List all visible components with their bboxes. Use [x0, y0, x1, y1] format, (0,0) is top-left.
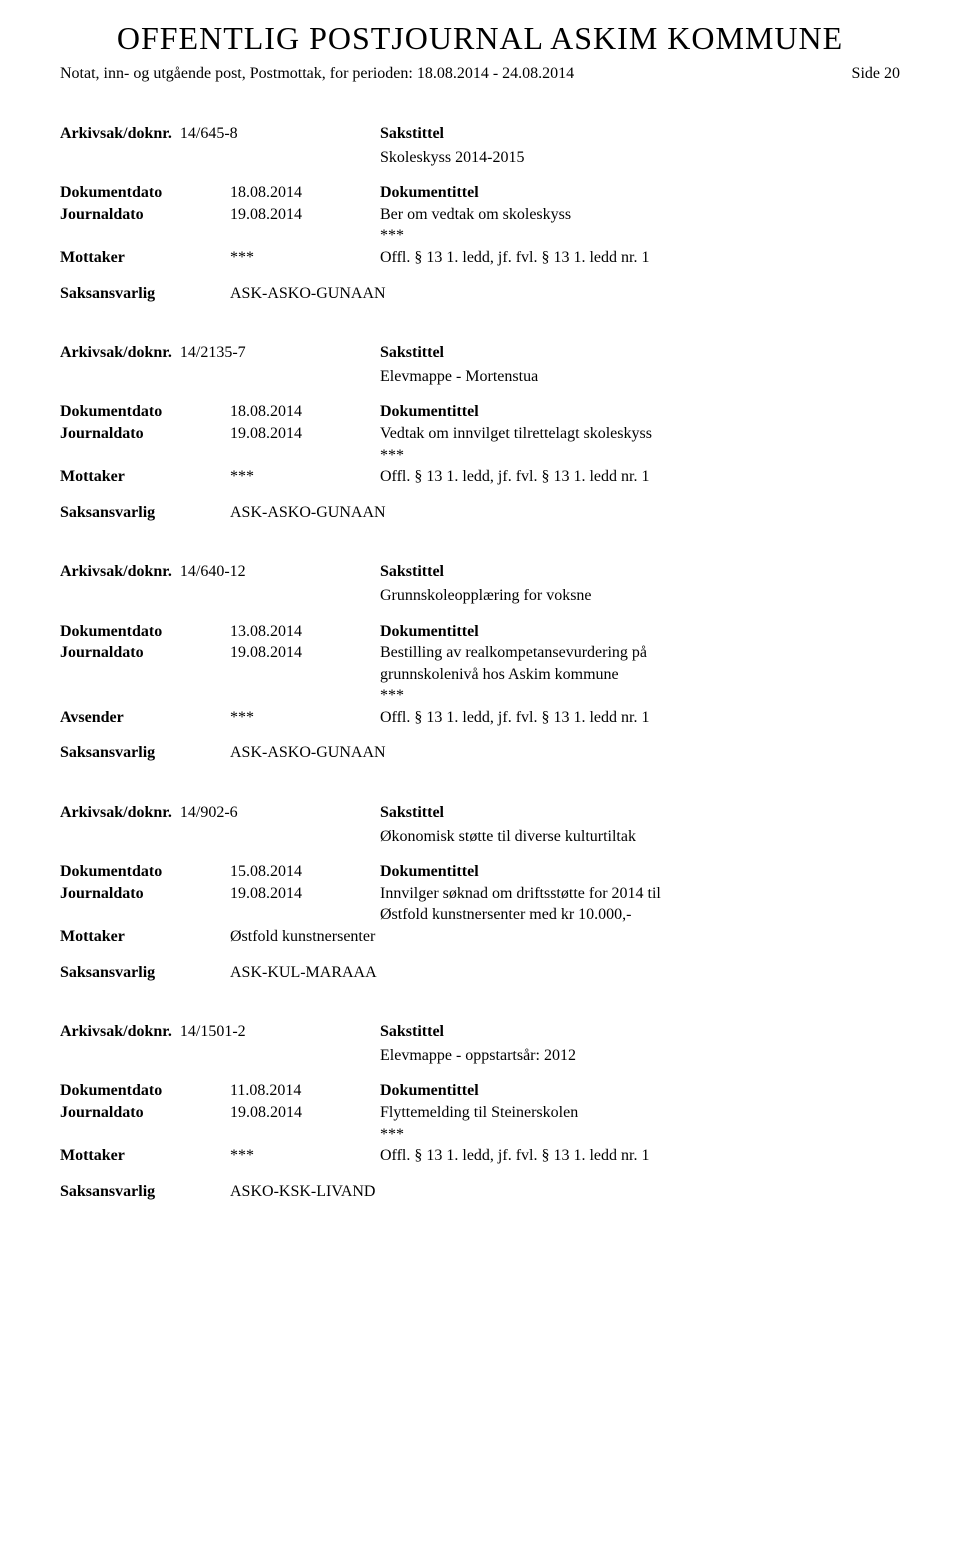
party-label: Mottaker [60, 247, 230, 269]
dokumentittel-line: Innvilger søknad om driftsstøtte for 201… [380, 883, 900, 905]
arkiv-number: 14/2135-7 [180, 344, 246, 361]
sakstittel-label: Sakstittel [380, 1021, 900, 1043]
party-note: Offl. § 13 1. ledd, jf. fvl. § 13 1. led… [380, 466, 900, 488]
saksansvarlig-label: Saksansvarlig [60, 502, 230, 524]
subtitle: Notat, inn- og utgående post, Postmottak… [60, 65, 574, 83]
journal-entry: Arkivsak/doknr. 14/2135-7 SakstittelElevm… [60, 342, 900, 523]
page-title: OFFENTLIG POSTJOURNAL ASKIM KOMMUNE [60, 20, 900, 57]
party-label: Mottaker [60, 926, 230, 948]
sakstittel-label: Sakstittel [380, 342, 900, 364]
party-label: Mottaker [60, 466, 230, 488]
sakstittel-value: Elevmappe - oppstartsår: 2012 [60, 1045, 900, 1067]
party-value: *** [230, 466, 380, 488]
arkiv-number: 14/1501-2 [180, 1023, 246, 1040]
sakstittel-label: Sakstittel [380, 123, 900, 145]
dokumentittel-line: Flyttemelding til Steinerskolen [380, 1102, 900, 1124]
saksansvarlig-label: Saksansvarlig [60, 283, 230, 305]
sub-header-row: Notat, inn- og utgående post, Postmottak… [60, 65, 900, 83]
dokumentittel-line: *** [380, 445, 900, 467]
party-note [380, 926, 900, 948]
sakstittel-label: Sakstittel [380, 561, 900, 583]
party-label: Mottaker [60, 1145, 230, 1167]
dokumentittel-line: *** [380, 225, 900, 247]
sakstittel-value: Grunnskoleopplæring for voksne [60, 585, 900, 607]
dokumentdato-label: Dokumentdato [60, 182, 230, 204]
dokumentdato-label: Dokumentdato [60, 861, 230, 883]
saksansvarlig-label: Saksansvarlig [60, 1181, 230, 1203]
dokumentittel-line: *** [380, 685, 900, 707]
party-value: *** [230, 1145, 380, 1167]
party-value: Østfold kunstnersenter [230, 926, 380, 948]
sakstittel-label: Sakstittel [380, 802, 900, 824]
dokumentittel-label: Dokumentittel [380, 621, 900, 643]
saksansvarlig-label: Saksansvarlig [60, 742, 230, 764]
sakstittel-value: Elevmappe - Mortenstua [60, 366, 900, 388]
journaldato-label: Journaldato [60, 423, 230, 445]
dokumentittel-line: Vedtak om innvilget tilrettelagt skolesk… [380, 423, 900, 445]
journaldato-value: 19.08.2014 [230, 1102, 380, 1124]
dokumentdato-label: Dokumentdato [60, 621, 230, 643]
sakstittel-value: Økonomisk støtte til diverse kulturtilta… [60, 826, 900, 848]
sakstittel-value: Skoleskyss 2014-2015 [60, 147, 900, 169]
saksansvarlig-value: ASK-KUL-MARAAA [230, 964, 377, 981]
dokumentittel-label: Dokumentittel [380, 861, 900, 883]
arkiv-label: Arkivsak/doknr. [60, 344, 172, 361]
dokumentittel-line: *** [380, 1124, 900, 1146]
journal-entry: Arkivsak/doknr. 14/902-6 SakstittelØkonom… [60, 802, 900, 983]
party-label: Avsender [60, 707, 230, 729]
saksansvarlig-value: ASK-ASKO-GUNAAN [230, 504, 386, 521]
party-note: Offl. § 13 1. ledd, jf. fvl. § 13 1. led… [380, 1145, 900, 1167]
journaldato-value: 19.08.2014 [230, 204, 380, 226]
dokumentittel-line: Bestilling av realkompetansevurdering på [380, 642, 900, 664]
journaldato-label: Journaldato [60, 883, 230, 905]
dokumentittel-label: Dokumentittel [380, 1080, 900, 1102]
dokumentittel-line: Østfold kunstnersenter med kr 10.000,- [380, 904, 900, 926]
journal-entry: Arkivsak/doknr. 14/1501-2 SakstittelElevm… [60, 1021, 900, 1202]
journal-entry: Arkivsak/doknr. 14/645-8 SakstittelSkoles… [60, 123, 900, 304]
dokumentdato-label: Dokumentdato [60, 1080, 230, 1102]
dokumentdato-value: 11.08.2014 [230, 1080, 380, 1102]
journal-entry: Arkivsak/doknr. 14/640-12 SakstittelGrunn… [60, 561, 900, 764]
dokumentdato-label: Dokumentdato [60, 401, 230, 423]
dokumentittel-line: Ber om vedtak om skoleskyss [380, 204, 900, 226]
party-note: Offl. § 13 1. ledd, jf. fvl. § 13 1. led… [380, 247, 900, 269]
saksansvarlig-value: ASK-ASKO-GUNAAN [230, 285, 386, 302]
dokumentdato-value: 13.08.2014 [230, 621, 380, 643]
arkiv-number: 14/645-8 [180, 125, 238, 142]
saksansvarlig-label: Saksansvarlig [60, 962, 230, 984]
journaldato-label: Journaldato [60, 204, 230, 226]
side-label: Side 20 [852, 65, 900, 83]
saksansvarlig-value: ASKO-KSK-LIVAND [230, 1183, 375, 1200]
journaldato-value: 19.08.2014 [230, 423, 380, 445]
journaldato-value: 19.08.2014 [230, 883, 380, 905]
party-value: *** [230, 707, 380, 729]
dokumentdato-value: 15.08.2014 [230, 861, 380, 883]
arkiv-label: Arkivsak/doknr. [60, 804, 172, 821]
dokumentdato-value: 18.08.2014 [230, 182, 380, 204]
journaldato-label: Journaldato [60, 642, 230, 664]
dokumentdato-value: 18.08.2014 [230, 401, 380, 423]
arkiv-label: Arkivsak/doknr. [60, 563, 172, 580]
saksansvarlig-value: ASK-ASKO-GUNAAN [230, 744, 386, 761]
dokumentittel-label: Dokumentittel [380, 401, 900, 423]
party-value: *** [230, 247, 380, 269]
journaldato-label: Journaldato [60, 1102, 230, 1124]
arkiv-label: Arkivsak/doknr. [60, 125, 172, 142]
dokumentittel-line: grunnskolenivå hos Askim kommune [380, 664, 900, 686]
arkiv-number: 14/902-6 [180, 804, 238, 821]
party-note: Offl. § 13 1. ledd, jf. fvl. § 13 1. led… [380, 707, 900, 729]
arkiv-label: Arkivsak/doknr. [60, 1023, 172, 1040]
dokumentittel-label: Dokumentittel [380, 182, 900, 204]
journaldato-value: 19.08.2014 [230, 642, 380, 664]
arkiv-number: 14/640-12 [180, 563, 246, 580]
